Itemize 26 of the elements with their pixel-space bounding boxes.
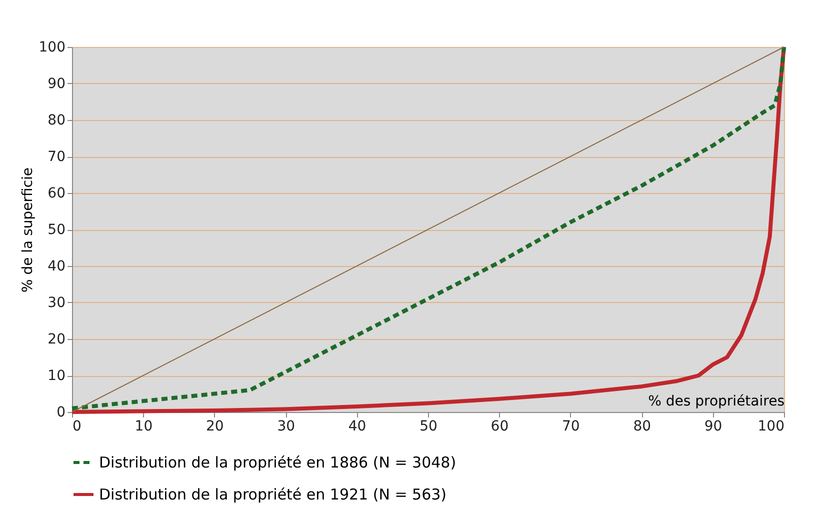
y-tick-label: 60 — [48, 186, 66, 202]
y-axis-title: % de la superficie — [20, 167, 36, 293]
legend-label: Distribution de la propriété en 1886 (N = 3048) — [99, 454, 456, 472]
x-tick-label: 90 — [704, 418, 722, 434]
x-tick-label: 60 — [490, 418, 509, 434]
x-tick-label: 40 — [348, 418, 366, 434]
y-tick-label: 0 — [56, 404, 66, 420]
y-tick-label: 40 — [48, 258, 66, 274]
legend-label: Distribution de la propriété en 1921 (N = 563) — [99, 486, 447, 504]
x-tick-label: 20 — [206, 418, 224, 434]
x-tick-label: 10 — [134, 418, 153, 434]
y-tick-label: 90 — [48, 76, 66, 92]
y-tick-label: 100 — [38, 40, 66, 56]
x-tick-label: 80 — [633, 418, 652, 434]
y-tick-label: 10 — [48, 368, 66, 384]
y-tick-label: 70 — [48, 149, 66, 165]
x-tick-label: 30 — [277, 418, 296, 434]
y-tick-label: 30 — [48, 295, 66, 311]
x-axis-title: % des propriétaires — [648, 394, 784, 410]
y-tick-label: 80 — [48, 112, 66, 128]
x-tick-label: 100 — [758, 418, 784, 434]
x-tick-label: 50 — [420, 418, 438, 434]
x-tick-label: 0 — [72, 418, 82, 434]
y-tick-label: 20 — [48, 332, 66, 348]
y-tick-label: 50 — [48, 222, 66, 238]
x-tick-label: 70 — [562, 418, 580, 434]
